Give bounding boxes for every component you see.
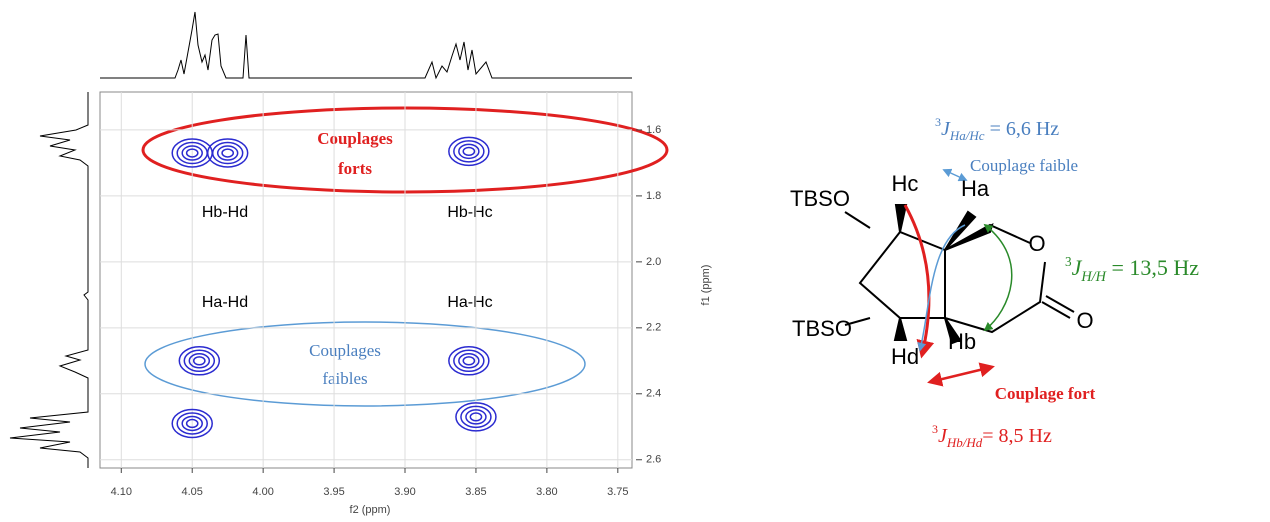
contour [185,148,199,158]
coupling-part: = 6,6 Hz [985,118,1060,140]
weak-ellipse [144,321,586,407]
contour [465,409,487,425]
coupling-part: 3 [1065,254,1072,269]
atom: Hd [891,344,919,369]
coupling-part: J [938,425,948,447]
cross-peak [448,136,490,167]
y-tick-label: 2.6 [646,454,661,466]
contour [181,145,203,161]
coupling-part: 3 [932,422,938,436]
contour [462,146,476,157]
f1-projection [9,92,89,468]
contour [448,346,490,376]
weak-coupling: Couplage faible [970,156,1078,175]
contour [453,140,485,163]
coupling-constant: 3JHb/Hd= 8,5 Hz [932,422,1052,451]
contour [455,402,497,432]
y-tick-label: 2.4 [646,388,661,400]
contour [206,138,249,168]
coupling-part: = 13,5 Hz [1106,255,1199,280]
x-axis-label: f2 (ppm) [350,504,391,516]
contour [216,145,239,161]
contour [469,412,483,422]
cross-peak [171,408,213,439]
coupling-constant: 3JH/H = 13,5 Hz [1065,254,1199,286]
y-axis-label: f1 (ppm) [700,265,712,306]
y-tick-label: 1.6 [646,124,661,136]
weak-label: Couplages [309,341,381,360]
atom: O [1076,308,1093,333]
y-tick-label: 2.0 [646,256,661,268]
molecule [844,204,1075,345]
x-tick-label: 3.90 [394,486,415,498]
coupling-part: 3 [935,115,941,129]
x-tick-label: 3.80 [536,486,557,498]
atom: Ha [961,176,990,201]
weak-label: faibles [322,369,367,388]
contour [462,356,476,366]
atom: Hb [948,329,976,354]
coupling-part: J [941,118,951,140]
labels: TBSO Hc Ha O TBSO Hd Hb O Couplage faibl… [790,156,1096,403]
cross-peak [178,346,221,376]
cross-peak [448,346,490,376]
contour [221,148,235,158]
coupling-part: H/H [1080,269,1106,285]
x-tick-label: 3.85 [465,486,486,498]
contour [448,136,490,167]
plot: Couplages forts Couplages faibles Hb-Hd … [9,11,712,516]
strong-coupling: Couplage fort [995,384,1096,403]
coupling-part: Ha/Hc [949,128,985,143]
coupling-part: J [1072,255,1083,280]
atom: Hc [892,171,919,196]
contour [181,415,203,432]
atom: TBSO [792,316,852,341]
y-tick-label: 1.8 [646,190,661,202]
annotation: Hb-Hc [447,204,492,221]
f2-projection [100,11,632,80]
contour [185,418,199,429]
contour [453,349,485,373]
y-tick-label: 2.2 [646,322,661,334]
plot-frame [99,91,633,469]
arrows [903,168,1013,387]
coupling-part: Hb/Hd [946,435,983,450]
contour [458,353,480,369]
contour [183,349,216,373]
x-tick-label: 3.75 [607,486,628,498]
contour [178,346,221,376]
contour [192,356,206,366]
contour [460,405,492,429]
atom: TBSO [790,186,850,211]
atom: O [1028,231,1045,256]
coupling-constant: 3JHa/Hc = 6,6 Hz [935,115,1059,144]
annotation: Hb-Hd [202,204,248,221]
x-tick-label: 3.95 [323,486,344,498]
coupling-part: = 8,5 Hz [982,425,1052,447]
contour [188,353,211,369]
x-tick-label: 4.10 [111,486,132,498]
strong-label: Couplages [317,129,393,148]
strong-label: forts [338,159,372,178]
contour [171,408,213,439]
cross-peak [455,402,497,432]
contour [211,141,244,165]
cross-peak [206,138,249,168]
x-tick-label: 4.00 [252,486,273,498]
annotation: Ha-Hd [202,294,248,311]
contour [458,143,480,160]
annotation: Ha-Hc [447,294,492,311]
contour [176,412,208,435]
x-tick-label: 4.05 [182,486,203,498]
